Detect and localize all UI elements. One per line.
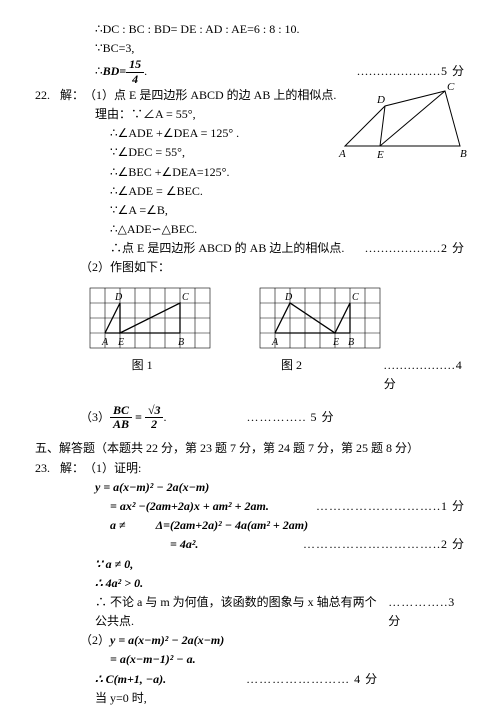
denominator: 2 xyxy=(145,418,164,431)
equation: = ax² −(2am+2a)x + am² + 2am. xyxy=(110,497,269,516)
score: ………….. 5 分 xyxy=(246,408,334,427)
svg-text:E: E xyxy=(117,337,124,348)
question-number: 23. xyxy=(35,459,60,478)
line: = 4a². …………………………..2 分 xyxy=(170,535,465,554)
text: 解： xyxy=(60,459,84,478)
svg-text:B: B xyxy=(178,337,184,348)
line: ∴ C(m+1, −a). …………………… 4 分 xyxy=(95,670,465,689)
text: （2） xyxy=(80,631,110,650)
line: ∴ 不论 a 与 m 为何值，该函数的图象与 x 轴总有两个公共点. ………….… xyxy=(95,593,465,631)
svg-text:D: D xyxy=(376,94,385,106)
line: ∴△ADE∽△BEC. xyxy=(110,220,465,239)
text: ∴ 不论 a 与 m 为何值，该函数的图象与 x 轴总有两个公共点. xyxy=(95,593,388,631)
line: ∵∠A =∠B, xyxy=(110,201,465,220)
numerator: 15 xyxy=(126,58,144,72)
svg-text:D: D xyxy=(284,292,293,303)
line: （2） y = a(x−m)² − 2a(x−m) xyxy=(80,631,465,650)
line: = ax² −(2am+2a)x + am² + 2am. ……………………….… xyxy=(110,497,465,516)
score: ………………………..1 分 xyxy=(316,497,465,516)
svg-text:A: A xyxy=(271,337,279,348)
svg-text:C: C xyxy=(447,81,455,93)
score: …………..3 分 xyxy=(388,593,465,631)
svg-text:B: B xyxy=(348,337,354,348)
text: . xyxy=(144,62,147,81)
text: ∴点 E 是四边形 ABCD 的 AB 边上的相似点. xyxy=(110,239,344,258)
equation: y = a(x−m)² − 2a(x−m) xyxy=(110,631,224,650)
grid-figure-1: A E B D C xyxy=(85,283,220,353)
equals: = xyxy=(135,408,142,427)
text: ∴ xyxy=(95,62,103,81)
quadrilateral-diagram: A B C D E xyxy=(335,81,475,166)
score: …………………… 4 分 xyxy=(246,670,378,689)
equation: Δ=(2am+2a)² − 4a(am² + 2am) xyxy=(156,516,309,535)
line: ∴ 4a² > 0. xyxy=(95,574,465,593)
fraction: BC AB xyxy=(110,404,132,431)
line: （3） BC AB = √3 2 . ………….. 5 分 xyxy=(80,404,465,431)
line: （2）作图如下： xyxy=(80,258,465,277)
section-header: 五、解答题（本题共 22 分，第 23 题 7 分，第 24 题 7 分，第 2… xyxy=(35,439,465,458)
score: ..................4 分 xyxy=(384,356,465,394)
caption-2: 图 2 xyxy=(234,356,348,375)
svg-text:A: A xyxy=(101,337,109,348)
grid-figure-2: A E B D C xyxy=(255,283,390,353)
numerator: √3 xyxy=(145,404,164,418)
line: ∴∠ADE = ∠BEC. xyxy=(110,182,465,201)
text: 解： xyxy=(60,86,84,105)
equation: = 4a². xyxy=(170,535,198,554)
text: （3） xyxy=(80,408,110,427)
denominator: AB xyxy=(110,418,132,431)
svg-text:C: C xyxy=(352,292,359,303)
svg-text:A: A xyxy=(338,148,346,160)
line: a ≠ Δ=(2am+2a)² − 4a(am² + 2am) xyxy=(110,516,465,535)
score: …………………………..2 分 xyxy=(303,535,465,554)
score: ...................2 分 xyxy=(365,239,465,258)
fraction: 15 4 xyxy=(126,58,144,85)
svg-text:C: C xyxy=(182,292,189,303)
text: （1）证明: xyxy=(84,459,141,478)
score: .....................5 分 xyxy=(357,62,465,81)
svg-text:E: E xyxy=(332,337,339,348)
denominator: 4 xyxy=(126,73,144,86)
svg-text:E: E xyxy=(376,149,384,161)
svg-text:B: B xyxy=(460,148,467,160)
text: a ≠ xyxy=(110,516,126,535)
question-number: 22. xyxy=(35,86,60,105)
equation: y = a(x−m)² − 2a(x−m) xyxy=(95,478,465,497)
text: （1）点 E 是四边形 ABCD 的边 AB 上的相似点. xyxy=(84,86,336,105)
line: 当 y=0 时, xyxy=(95,689,465,708)
line: ∵BC=3, xyxy=(95,39,465,58)
line: ∴点 E 是四边形 ABCD 的 AB 边上的相似点. ............… xyxy=(110,239,465,258)
fraction: √3 2 xyxy=(145,404,164,431)
svg-text:D: D xyxy=(114,292,123,303)
text: BD= xyxy=(103,62,127,81)
line: ∴DC : BC : BD= DE : AD : AE=6 : 8 : 10. xyxy=(95,20,465,39)
line: ∵ a ≠ 0, xyxy=(95,555,465,574)
equation: ∴ C(m+1, −a). xyxy=(95,670,166,689)
caption-1: 图 1 xyxy=(85,356,199,375)
text: . xyxy=(163,408,166,427)
numerator: BC xyxy=(110,404,132,418)
equation: = a(x−m−1)² − a. xyxy=(110,650,465,669)
